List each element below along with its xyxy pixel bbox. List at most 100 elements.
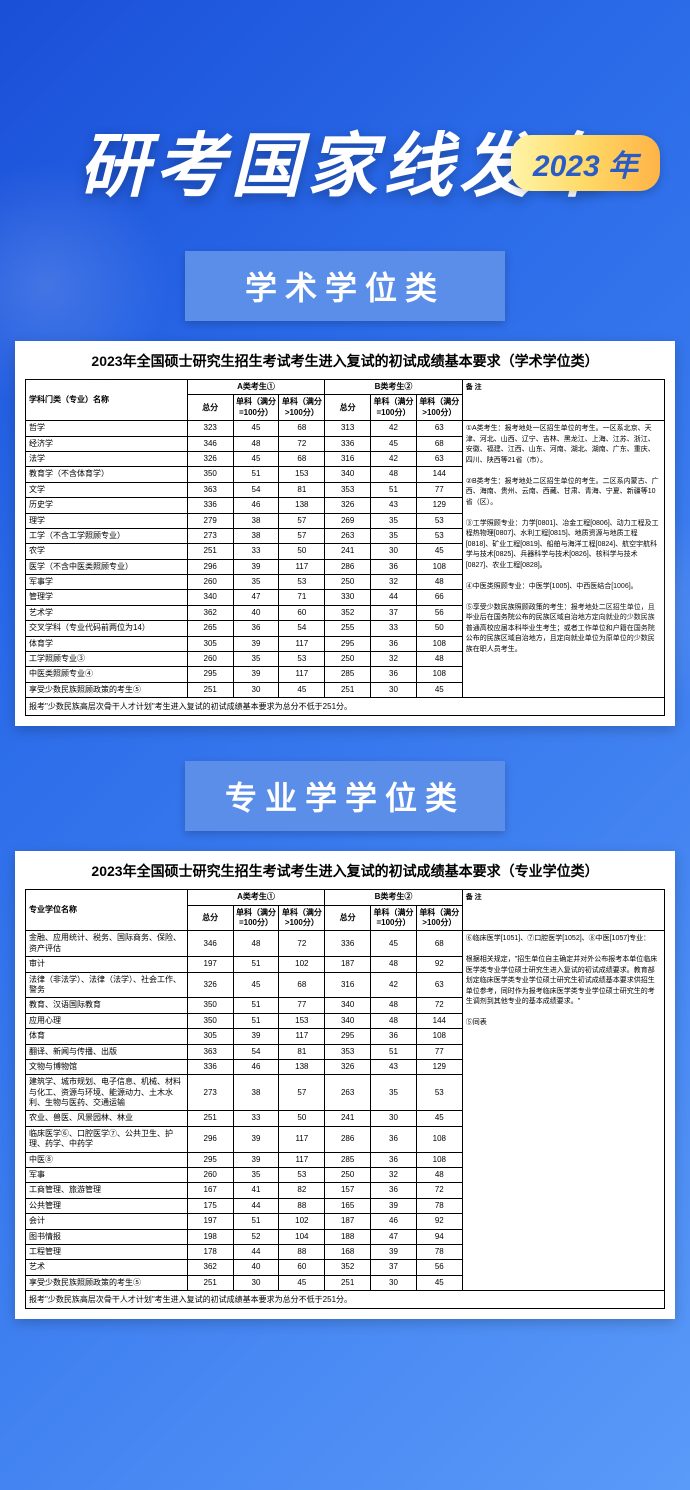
cell-name: 医学（不含中医类照顾专业） [26, 559, 188, 574]
cell-score: 316 [325, 972, 371, 998]
cell-score: 51 [233, 1013, 279, 1028]
cell-score: 30 [371, 1275, 417, 1290]
cell-name: 临床医学⑥、口腔医学⑦、公共卫生、护理、药学、中药学 [26, 1126, 188, 1152]
cell-name: 管理学 [26, 590, 188, 605]
cell-score: 48 [416, 575, 462, 590]
cell-score: 286 [325, 1126, 371, 1152]
cell-score: 36 [371, 1029, 417, 1044]
cell-score: 30 [233, 682, 279, 697]
th-name: 学科门类（专业）名称 [26, 380, 188, 421]
cell-score: 362 [187, 1260, 233, 1275]
cell-name: 军事学 [26, 575, 188, 590]
cell-name: 农学 [26, 544, 188, 559]
cell-score: 269 [325, 513, 371, 528]
cell-score: 273 [187, 1075, 233, 1111]
cell-score: 51 [233, 957, 279, 972]
cell-score: 51 [233, 998, 279, 1013]
cell-note: ①A类考生：报考地处一区招生单位的考生。一区系北京、天津、河北、山西、辽宁、吉林… [462, 421, 664, 698]
cell-score: 144 [416, 467, 462, 482]
cell-score: 47 [233, 590, 279, 605]
cell-score: 39 [233, 636, 279, 651]
cell-score: 197 [187, 957, 233, 972]
cell-name: 公共管理 [26, 1198, 188, 1213]
cell-score: 187 [325, 957, 371, 972]
cell-score: 51 [371, 482, 417, 497]
cell-score: 279 [187, 513, 233, 528]
cell-score: 336 [187, 1059, 233, 1074]
cell-score: 37 [371, 1260, 417, 1275]
th-a-2: A类考生① [187, 890, 324, 905]
cell-score: 36 [371, 636, 417, 651]
th-s100-b-2: 单科（满分=100分） [371, 905, 417, 931]
table-row: 哲学32345683134263①A类考生：报考地处一区招生单位的考生。一区系北… [26, 421, 665, 436]
cell-score: 48 [371, 957, 417, 972]
professional-table: 专业学位名称 A类考生① B类考生② 备 注 总分 单科（满分=100分） 单科… [25, 889, 665, 1291]
cell-score: 57 [279, 528, 325, 543]
cell-score: 102 [279, 957, 325, 972]
cell-score: 35 [233, 575, 279, 590]
cell-name: 中医⑧ [26, 1152, 188, 1167]
cell-score: 30 [371, 1111, 417, 1126]
cell-score: 63 [416, 421, 462, 436]
cell-score: 57 [279, 1075, 325, 1111]
cell-score: 48 [371, 467, 417, 482]
cell-score: 129 [416, 1059, 462, 1074]
cell-score: 260 [187, 575, 233, 590]
cell-score: 68 [416, 436, 462, 451]
cell-name: 工学照顾专业③ [26, 652, 188, 667]
cell-score: 178 [187, 1244, 233, 1259]
cell-score: 285 [325, 667, 371, 682]
cell-score: 340 [325, 1013, 371, 1028]
cell-score: 56 [416, 605, 462, 620]
cell-score: 77 [416, 1044, 462, 1059]
cell-score: 36 [233, 621, 279, 636]
th-total-a-2: 总分 [187, 905, 233, 931]
cell-score: 36 [371, 667, 417, 682]
cell-score: 57 [279, 513, 325, 528]
cell-score: 51 [233, 467, 279, 482]
cell-score: 68 [279, 421, 325, 436]
cell-score: 45 [233, 451, 279, 466]
cell-score: 108 [416, 1029, 462, 1044]
cell-score: 39 [233, 559, 279, 574]
cell-name: 会计 [26, 1214, 188, 1229]
cell-score: 39 [371, 1244, 417, 1259]
cell-name: 中医类照顾专业④ [26, 667, 188, 682]
cell-score: 44 [371, 590, 417, 605]
cell-name: 法律（非法学）、法律（法学）、社会工作、警务 [26, 972, 188, 998]
cell-score: 138 [279, 1059, 325, 1074]
cell-name: 翻译、新闻与传播、出版 [26, 1044, 188, 1059]
cell-score: 72 [416, 1183, 462, 1198]
cell-score: 72 [416, 998, 462, 1013]
cell-name: 艺术学 [26, 605, 188, 620]
cell-score: 296 [187, 1126, 233, 1152]
cell-score: 52 [233, 1229, 279, 1244]
cell-score: 50 [279, 1111, 325, 1126]
cell-name: 农业、兽医、风景园林、林业 [26, 1111, 188, 1126]
cell-score: 48 [371, 998, 417, 1013]
cell-score: 305 [187, 1029, 233, 1044]
cell-score: 53 [416, 513, 462, 528]
cell-name: 享受少数民族照顾政策的考生⑤ [26, 682, 188, 697]
cell-score: 60 [279, 1260, 325, 1275]
cell-score: 362 [187, 605, 233, 620]
cell-score: 102 [279, 1214, 325, 1229]
cell-score: 92 [416, 1214, 462, 1229]
cell-score: 117 [279, 559, 325, 574]
cell-score: 251 [187, 1111, 233, 1126]
cell-score: 117 [279, 1126, 325, 1152]
cell-name: 历史学 [26, 498, 188, 513]
cell-score: 72 [279, 436, 325, 451]
cell-score: 175 [187, 1198, 233, 1213]
th-s100p-a: 单科（满分>100分） [279, 395, 325, 421]
cell-score: 77 [416, 482, 462, 497]
cell-score: 30 [371, 682, 417, 697]
cell-score: 326 [325, 1059, 371, 1074]
th-name-2: 专业学位名称 [26, 890, 188, 931]
cell-score: 88 [279, 1198, 325, 1213]
table-title-academic: 2023年全国硕士研究生招生考试考生进入复试的初试成绩基本要求（学术学位类） [25, 351, 665, 371]
cell-score: 295 [325, 636, 371, 651]
cell-score: 144 [416, 1013, 462, 1028]
cell-name: 教育、汉语国际教育 [26, 998, 188, 1013]
cell-name: 军事 [26, 1168, 188, 1183]
